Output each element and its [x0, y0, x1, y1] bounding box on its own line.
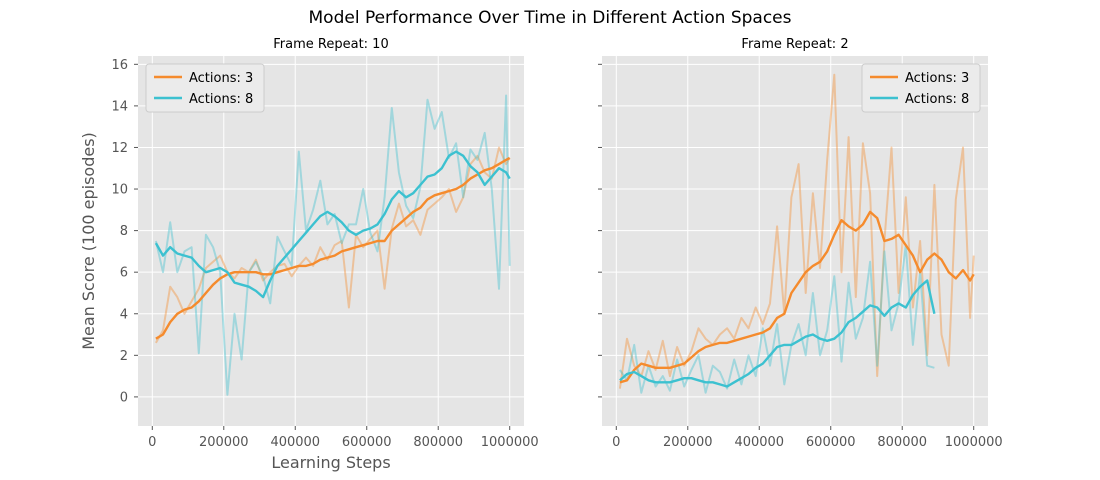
x-tick-label: 1000000 — [945, 435, 1003, 450]
y-tick-label: 8 — [120, 224, 128, 239]
x-tick-label: 0 — [148, 435, 156, 450]
x-tick-label: 1000000 — [481, 435, 539, 450]
y-tick-label: 6 — [120, 266, 128, 281]
series-lines — [618, 73, 975, 394]
plot-background — [138, 56, 524, 426]
figure-title: Model Performance Over Time in Different… — [308, 8, 792, 28]
y-tick-label: 12 — [111, 141, 128, 156]
raw-series-line-1 — [618, 73, 975, 389]
raw-series-line-1 — [155, 146, 511, 344]
x-tick-label: 400000 — [270, 435, 320, 450]
legend-label-1: Actions: 3 — [189, 71, 253, 86]
smoothed-series-line-2 — [154, 150, 511, 299]
series-lines — [154, 94, 511, 396]
smoothed-series-line-1 — [155, 156, 511, 340]
y-tick-label: 0 — [120, 390, 128, 405]
x-axis-label: Learning Steps — [271, 453, 390, 472]
x-tick-label: 800000 — [877, 435, 927, 450]
y-axis-label: Mean Score (100 episodes) — [79, 132, 98, 350]
subplot-title: Frame Repeat: 10 — [273, 37, 388, 52]
smoothed-series-line-1 — [619, 210, 975, 384]
raw-series-line-2 — [619, 244, 935, 394]
subplot-title: Frame Repeat: 2 — [741, 37, 848, 52]
x-tick-label: 600000 — [342, 435, 392, 450]
y-tick-label: 2 — [120, 349, 128, 364]
legend-label-2: Actions: 8 — [189, 92, 253, 107]
x-tick-label: 0 — [612, 435, 620, 450]
legend-label-2: Actions: 8 — [905, 92, 969, 107]
chart-panel-1: 0 200000 400000 600000 800000 1000000 0 2 4 6 8 10 1… — [79, 37, 539, 472]
y-tick-label: 16 — [111, 58, 128, 73]
x-tick-label: 400000 — [734, 435, 784, 450]
legend: Actions: 3 Actions: 8 — [861, 63, 981, 113]
x-tick-label: 200000 — [663, 435, 713, 450]
y-tick-label: 14 — [111, 99, 128, 114]
y-tick-label: 10 — [111, 183, 128, 198]
x-tick-label: 600000 — [806, 435, 856, 450]
x-tick-label: 800000 — [413, 435, 463, 450]
raw-series-line-2 — [154, 94, 511, 396]
chart-panel-2: 0 200000 400000 600000 800000 1000000 Frame Re… — [598, 37, 1003, 450]
plot-background — [602, 56, 988, 426]
legend: Actions: 3 Actions: 8 — [145, 63, 265, 113]
smoothed-series-line-2 — [619, 279, 936, 388]
x-tick-label: 200000 — [199, 435, 249, 450]
legend-label-1: Actions: 3 — [905, 71, 969, 86]
y-tick-label: 4 — [120, 307, 128, 322]
